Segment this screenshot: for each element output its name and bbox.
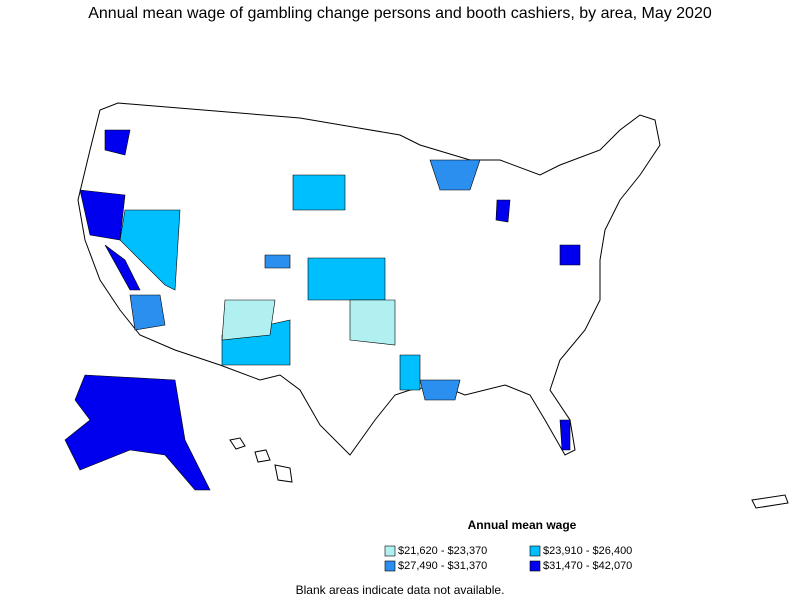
map-title: Annual mean wage of gambling change pers… [88, 5, 712, 22]
region [495, 199, 511, 223]
hawaii [254, 449, 271, 463]
legend-title: Annual mean wage [468, 518, 577, 532]
hawaii [274, 464, 293, 483]
region [349, 299, 396, 346]
puerto-rico [751, 494, 789, 509]
legend-swatch [384, 560, 396, 572]
hawaii [229, 437, 246, 450]
region [559, 244, 581, 266]
region [429, 159, 481, 191]
region [264, 254, 291, 269]
legend-label: $27,490 - $31,370 [398, 560, 487, 572]
alaska [64, 374, 211, 491]
legend: Annual mean wage $21,620 - $23,370 $23,91… [384, 518, 632, 572]
region [104, 244, 141, 291]
region [559, 419, 571, 451]
region [129, 294, 166, 331]
legend-swatch [529, 545, 541, 557]
footnote: Blank areas indicate data not available. [296, 583, 505, 597]
map [64, 102, 789, 509]
region [399, 354, 421, 391]
region [79, 189, 126, 241]
region [419, 379, 461, 401]
legend-label: $31,470 - $42,070 [543, 560, 632, 572]
region [307, 257, 386, 301]
legend-swatch [384, 545, 396, 557]
legend-swatch [529, 560, 541, 572]
region [104, 129, 131, 156]
legend-label: $23,910 - $26,400 [543, 545, 632, 557]
region [292, 174, 346, 211]
region [221, 299, 276, 341]
legend-label: $21,620 - $23,370 [398, 545, 487, 557]
